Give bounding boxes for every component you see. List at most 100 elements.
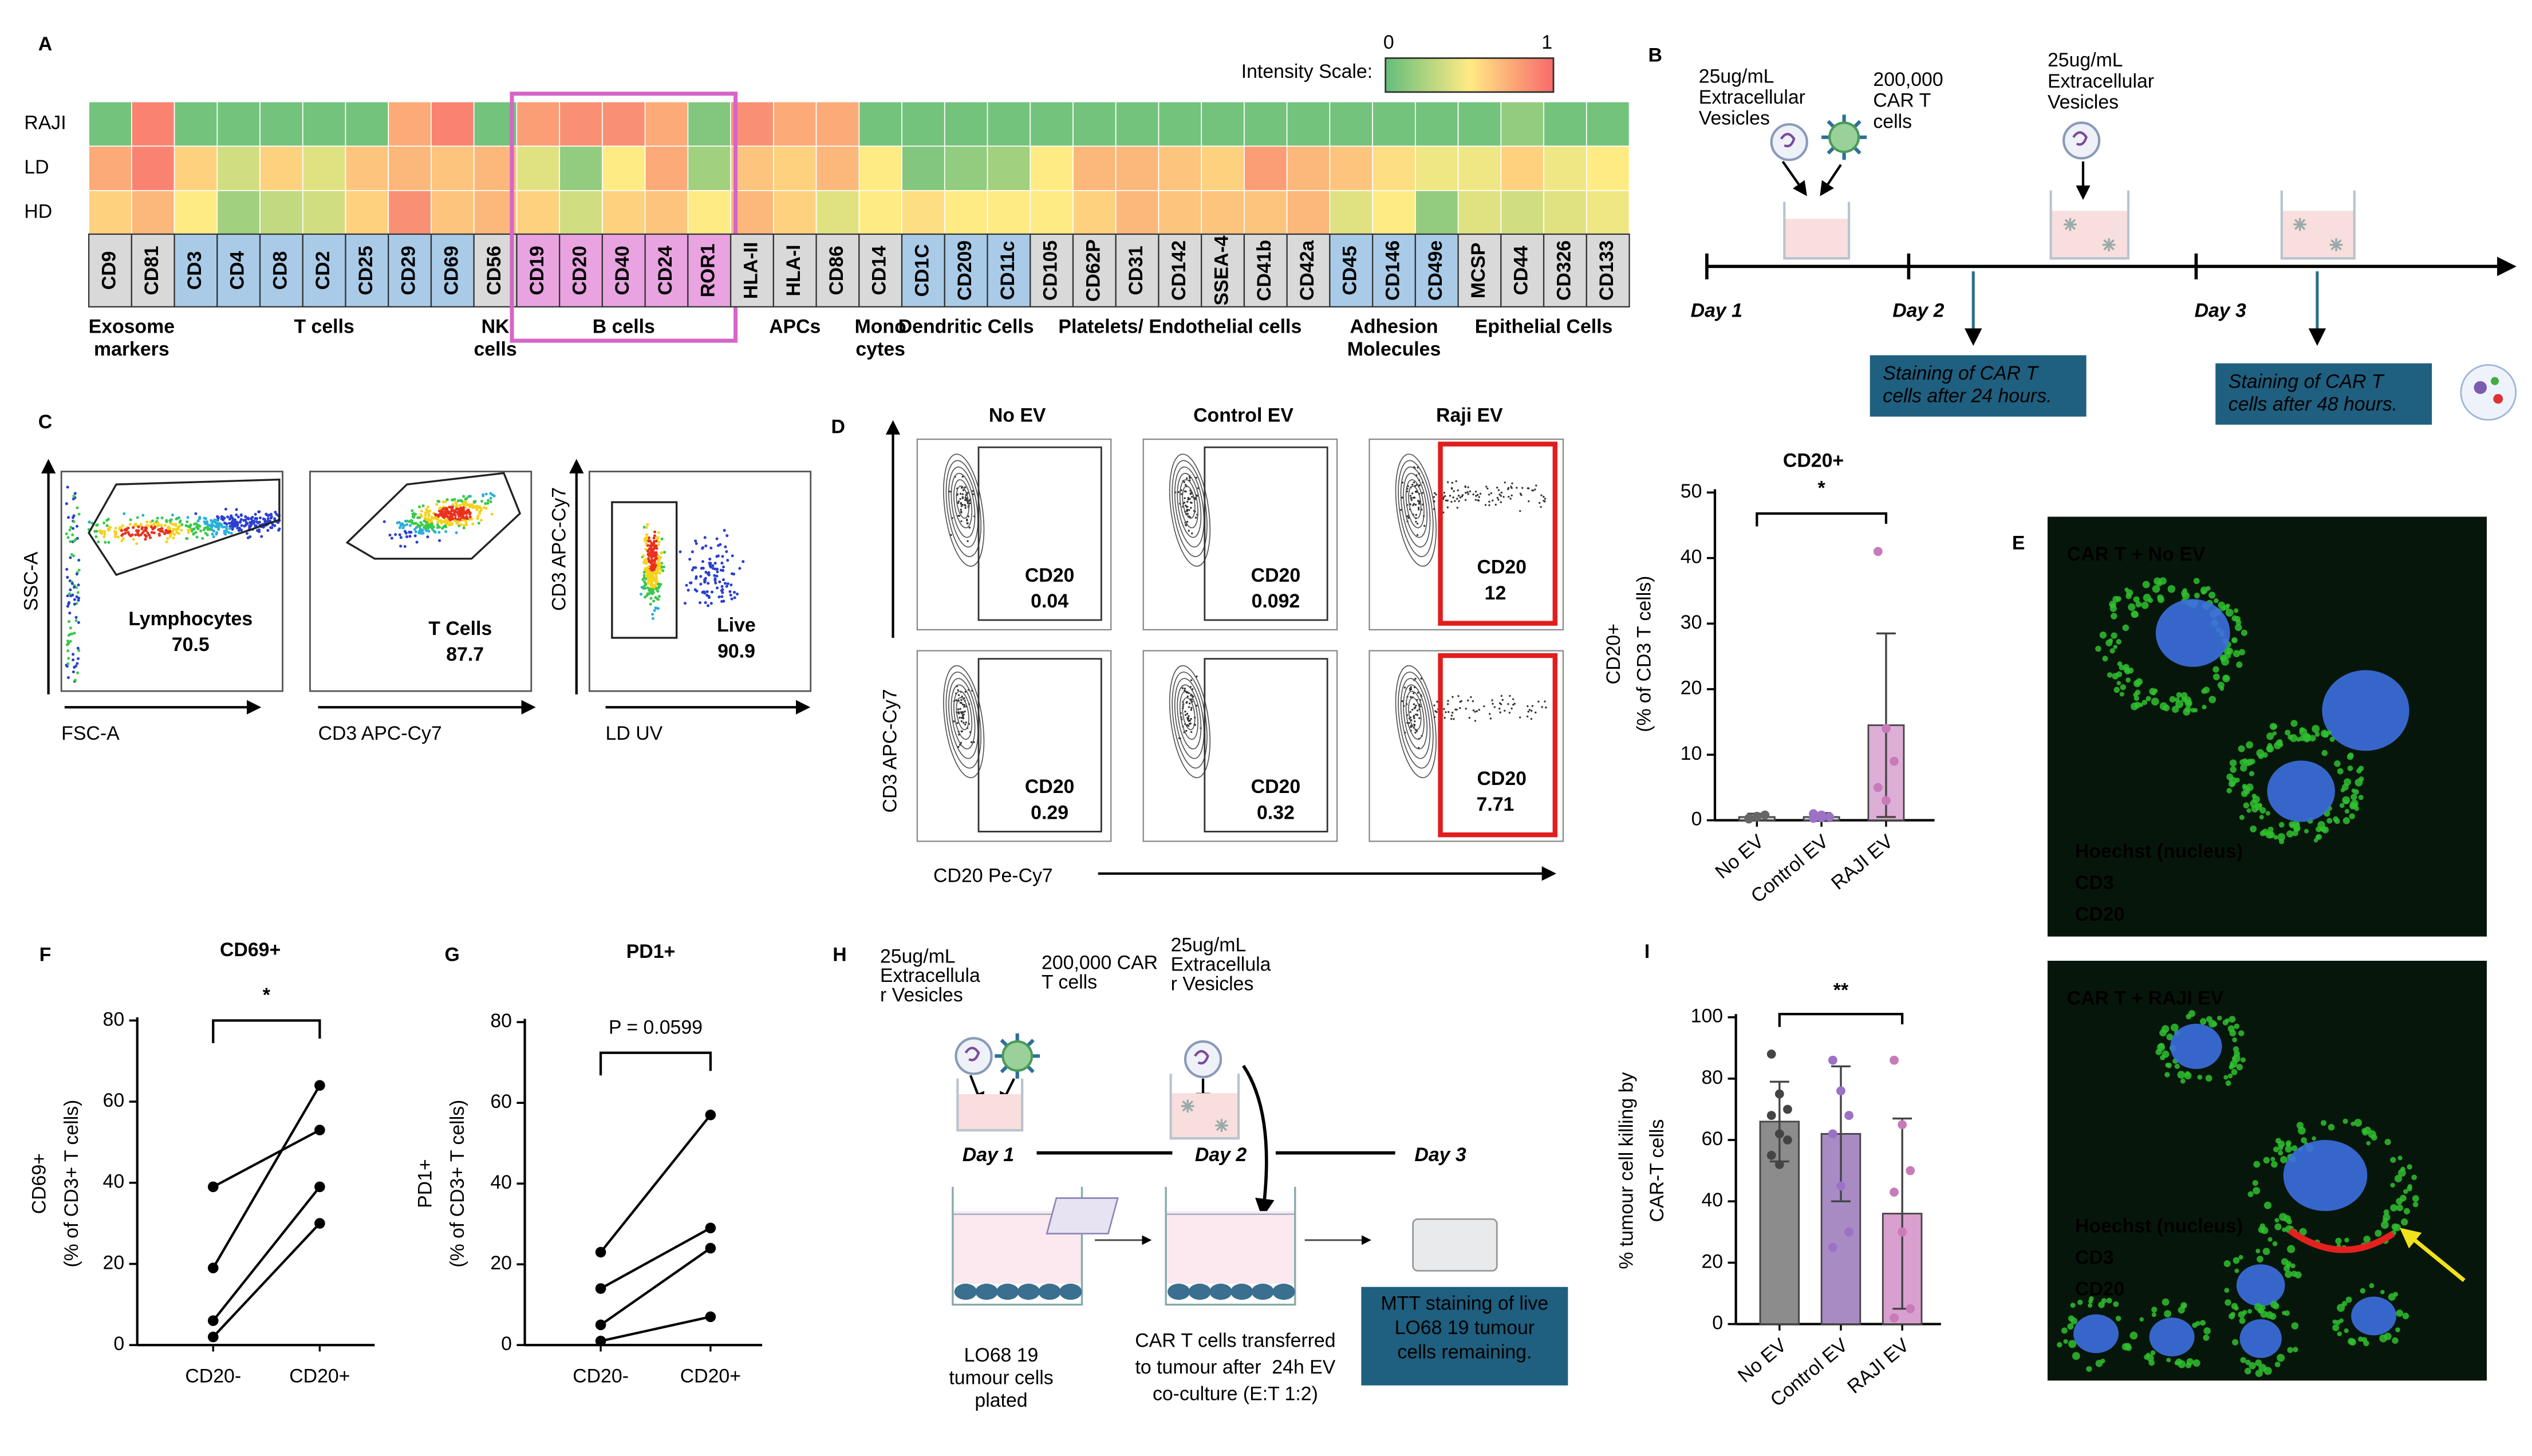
cd3-signal [2290, 720, 2298, 727]
vesicle-shape [1194, 1049, 1209, 1065]
event [487, 499, 490, 502]
event [77, 583, 80, 587]
cd3-signal [2273, 1303, 2279, 1309]
marker-label: CD42a [1296, 240, 1318, 301]
cd3-signal [2068, 1340, 2077, 1348]
event [1417, 508, 1420, 511]
gate [977, 446, 1102, 621]
cd3-signal [2255, 1359, 2262, 1367]
cd3-signal [2255, 803, 2262, 811]
gate-value: 7.71 [1477, 794, 1515, 815]
group-label: markers [94, 338, 169, 360]
event [720, 561, 724, 565]
cd3-signal [2293, 1347, 2298, 1352]
tumour-cell [996, 1284, 1019, 1300]
event [722, 599, 725, 603]
event [453, 519, 456, 523]
heatmap-cell [388, 101, 432, 147]
event [731, 554, 734, 558]
marker-label: CD4 [227, 251, 249, 290]
event [1184, 497, 1186, 499]
cd3-signal [2166, 1033, 2174, 1041]
cd3-signal [2266, 732, 2274, 740]
step-label: tumour cells [949, 1367, 1053, 1388]
cd3-signal [2072, 1352, 2080, 1360]
cd3-signal [2278, 1145, 2283, 1151]
heatmap-cell [302, 190, 346, 236]
nucleus [2322, 670, 2409, 751]
event [644, 547, 648, 551]
event [1492, 703, 1494, 705]
event [642, 561, 645, 565]
event [454, 501, 458, 504]
event [277, 521, 280, 524]
heatmap-cell [987, 101, 1031, 147]
event [144, 535, 148, 538]
event [1474, 499, 1477, 501]
cd3-signal [2273, 835, 2278, 840]
cd3-signal [2309, 735, 2316, 742]
note-box [2215, 363, 2432, 425]
cd3-signal [2125, 593, 2132, 599]
event [1453, 490, 1455, 492]
cd3-signal [2185, 1071, 2190, 1076]
cd3-signal [2231, 637, 2238, 644]
marker-label: CD20 [569, 246, 590, 295]
event [1418, 500, 1420, 503]
event [196, 523, 200, 527]
cd3-signal [2203, 1327, 2211, 1335]
y-tick-label: 80 [490, 1010, 512, 1032]
event [723, 582, 727, 585]
marker-label: CD81 [141, 246, 163, 295]
annotation: P = 0.0599 [609, 1016, 703, 1038]
event [1540, 506, 1542, 508]
event [121, 524, 124, 527]
event [960, 508, 962, 511]
event [1475, 495, 1477, 497]
event [427, 524, 430, 527]
event [1516, 487, 1518, 489]
event [423, 519, 426, 523]
event [428, 510, 432, 513]
event [701, 590, 705, 594]
event [694, 539, 697, 543]
event [235, 508, 238, 511]
event [1459, 707, 1461, 709]
event [456, 504, 459, 507]
heatmap-cell [1329, 101, 1373, 147]
event [1410, 725, 1413, 728]
note-text: cells after 24 hours. [1883, 385, 2052, 407]
data-point [1873, 547, 1883, 557]
cd3-signal [2223, 675, 2229, 681]
event [708, 557, 712, 561]
event [263, 520, 267, 523]
event [649, 544, 652, 547]
event [651, 617, 654, 620]
event [660, 566, 664, 569]
event [1188, 720, 1190, 723]
event [69, 526, 73, 529]
event [703, 536, 707, 539]
chart-title: CD20+ [1783, 450, 1844, 472]
cd3-signal [2135, 689, 2141, 696]
cd3-signal [2224, 1288, 2230, 1293]
series-line [600, 1247, 712, 1326]
y-tick-label: 40 [490, 1171, 512, 1193]
step-label: plated [975, 1390, 1027, 1411]
event [1531, 709, 1533, 712]
receptor [1853, 146, 1861, 155]
contour [943, 453, 985, 567]
cd3-signal [2260, 1311, 2268, 1318]
event [446, 515, 449, 519]
marker-label: CD11c [997, 241, 1019, 300]
event [1180, 489, 1182, 491]
significance-bracket [1756, 512, 1888, 527]
event [1519, 716, 1521, 719]
cd3-signal [2320, 729, 2329, 737]
event [1527, 705, 1529, 708]
event [1410, 496, 1413, 499]
event [428, 518, 431, 522]
cd3-signal [2166, 1358, 2171, 1363]
cd3-signal [2332, 1319, 2337, 1324]
cd3-signal [2271, 1161, 2278, 1168]
